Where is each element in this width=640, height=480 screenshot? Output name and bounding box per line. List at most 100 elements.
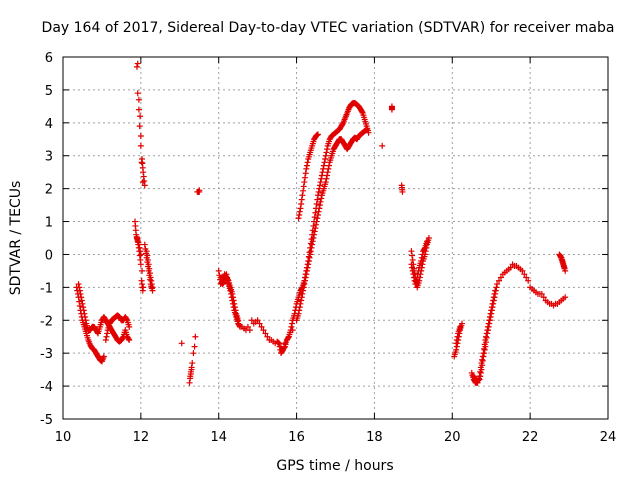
data-point <box>478 366 485 373</box>
data-point <box>187 368 194 375</box>
data-point <box>289 327 296 334</box>
data-point <box>421 245 428 252</box>
data-point <box>304 264 311 271</box>
data-point <box>307 248 314 255</box>
data-point <box>487 313 494 320</box>
data-point <box>146 270 153 277</box>
chart-title: Day 164 of 2017, Sidereal Day-to-day VTE… <box>42 20 615 36</box>
data-point <box>81 310 88 317</box>
data-point <box>301 281 308 288</box>
data-point <box>408 261 415 268</box>
data-point <box>137 132 144 139</box>
data-point <box>491 294 498 301</box>
y-tick-label: -1 <box>40 281 53 296</box>
data-point <box>552 300 559 307</box>
data-point <box>300 287 307 294</box>
data-point <box>525 277 532 284</box>
data-point <box>82 313 89 320</box>
data-point <box>479 357 486 364</box>
x-axis-label: GPS time / hours <box>276 458 393 474</box>
data-point <box>303 271 310 278</box>
data-point <box>315 208 322 215</box>
data-point <box>133 63 140 70</box>
data-point <box>143 248 150 255</box>
data-point <box>230 304 237 311</box>
data-point <box>229 297 236 304</box>
data-point <box>137 142 144 149</box>
data-point <box>490 297 497 304</box>
data-point <box>316 205 323 212</box>
data-point <box>141 241 148 248</box>
data-point <box>246 327 253 334</box>
data-point <box>137 261 144 268</box>
data-point <box>409 264 416 271</box>
data-point <box>262 330 269 337</box>
data-point <box>453 337 460 344</box>
data-point <box>322 152 329 159</box>
data-point <box>136 123 143 130</box>
data-point <box>306 254 313 261</box>
data-point <box>311 231 318 238</box>
plot-frame <box>62 56 609 420</box>
data-point <box>409 256 416 263</box>
data-point <box>296 304 303 311</box>
data-point <box>126 337 133 344</box>
data-point <box>363 126 370 133</box>
data-point <box>532 289 539 296</box>
data-point <box>94 329 101 336</box>
data-point <box>339 120 346 127</box>
data-point <box>523 274 530 281</box>
data-point <box>418 254 425 261</box>
data-point <box>289 320 296 327</box>
data-point <box>521 271 528 278</box>
data-point <box>134 90 141 97</box>
y-tick-label: 5 <box>45 84 53 99</box>
x-tick-labels: 10 12 14 16 18 20 22 24 <box>55 430 617 445</box>
data-point <box>75 281 82 288</box>
data-point <box>103 333 110 340</box>
data-point <box>562 267 569 274</box>
data-point <box>224 277 231 284</box>
data-point <box>311 228 318 235</box>
data-point <box>313 221 320 228</box>
data-point <box>318 172 325 179</box>
data-point <box>379 142 386 149</box>
y-tick-label: 2 <box>45 183 53 198</box>
data-point <box>496 277 502 284</box>
data-point <box>125 335 132 342</box>
data-point <box>323 149 330 156</box>
data-point <box>260 327 267 334</box>
x-tick-label: 16 <box>288 430 305 445</box>
data-point <box>544 299 551 306</box>
data-point <box>536 290 543 297</box>
data-point <box>479 362 486 369</box>
data-point <box>513 262 520 269</box>
data-point <box>492 287 499 294</box>
data-point <box>488 307 495 314</box>
data-point <box>237 323 244 330</box>
data-point <box>141 182 148 189</box>
data-point <box>307 251 314 258</box>
data-point <box>320 162 327 169</box>
data-point <box>144 252 151 259</box>
data-point <box>425 235 432 241</box>
data-point <box>485 323 492 330</box>
data-point <box>453 340 460 347</box>
data-point <box>298 196 305 203</box>
x-tick-label: 18 <box>366 430 383 445</box>
data-point <box>228 290 235 297</box>
data-point <box>418 258 425 265</box>
data-point <box>190 350 197 357</box>
data-point <box>453 343 460 350</box>
data-point <box>318 175 325 182</box>
data-point <box>477 373 484 380</box>
data-point <box>501 269 508 276</box>
data-point <box>323 175 330 182</box>
data-point <box>302 277 309 284</box>
data-point <box>300 187 307 194</box>
data-point <box>78 297 85 304</box>
data-point <box>137 113 144 120</box>
data-point <box>313 200 320 207</box>
data-point <box>540 294 547 301</box>
